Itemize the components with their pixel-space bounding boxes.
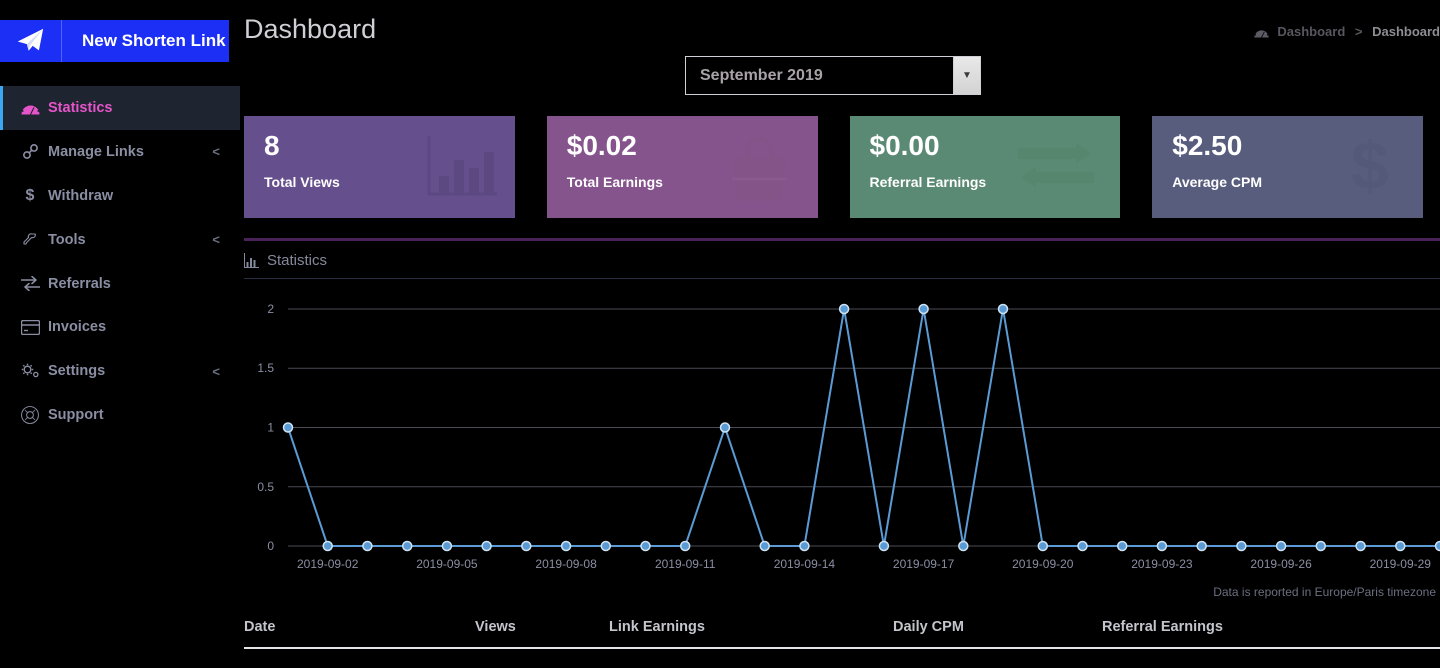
svg-text:2019-09-11: 2019-09-11 [655, 557, 716, 571]
svg-text:2019-09-14: 2019-09-14 [774, 557, 836, 571]
svg-text:2019-09-26: 2019-09-26 [1250, 557, 1312, 571]
svg-text:2019-09-08: 2019-09-08 [535, 557, 597, 571]
svg-text:2: 2 [267, 302, 274, 316]
svg-text:1: 1 [267, 421, 274, 435]
svg-text:2019-09-02: 2019-09-02 [297, 557, 359, 571]
svg-text:2019-09-23: 2019-09-23 [1131, 557, 1193, 571]
svg-text:$: $ [1351, 128, 1389, 204]
svg-text:2019-09-05: 2019-09-05 [416, 557, 478, 571]
svg-text:0: 0 [267, 539, 274, 553]
svg-text:2019-09-17: 2019-09-17 [893, 557, 955, 571]
svg-text:2019-09-20: 2019-09-20 [1012, 557, 1074, 571]
svg-text:0.5: 0.5 [257, 480, 274, 494]
svg-text:2019-09-29: 2019-09-29 [1370, 557, 1432, 571]
svg-text:1.5: 1.5 [257, 361, 274, 375]
